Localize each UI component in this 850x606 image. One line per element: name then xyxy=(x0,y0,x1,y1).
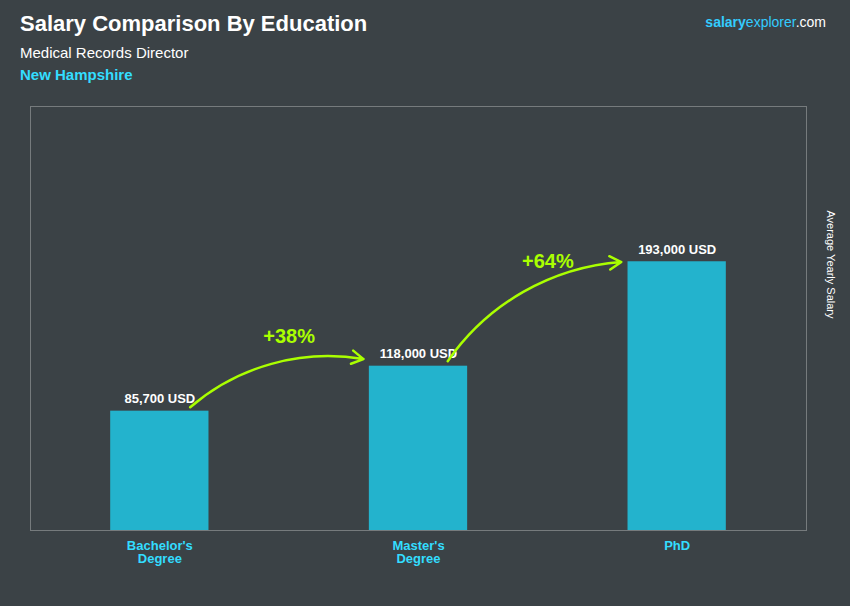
svg-text:Average Yearly Salary: Average Yearly Salary xyxy=(825,210,837,319)
svg-text:PhD: PhD xyxy=(664,538,690,553)
html-text:New Hampshire: New Hampshire xyxy=(20,66,133,83)
svg-text:118,000 USD: 118,000 USD xyxy=(380,346,457,361)
svg-text:Bachelor'sDegree: Bachelor'sDegree xyxy=(127,538,193,566)
svg-text:85,700 USD: 85,700 USD xyxy=(124,391,195,406)
svg-text:+64%: +64% xyxy=(522,250,574,272)
svg-text:Master'sDegree: Master'sDegree xyxy=(392,538,444,566)
svg-text:+38%: +38% xyxy=(263,325,315,347)
html-text:salary explorer.com: salary explorer.com xyxy=(705,14,826,30)
svg-text:193,000 USD: 193,000 USD xyxy=(638,242,716,257)
html-text:Salary Comparison By Education: Salary Comparison By Education xyxy=(20,11,368,36)
html-text:Medical Records Director: Medical Records Director xyxy=(20,44,189,61)
